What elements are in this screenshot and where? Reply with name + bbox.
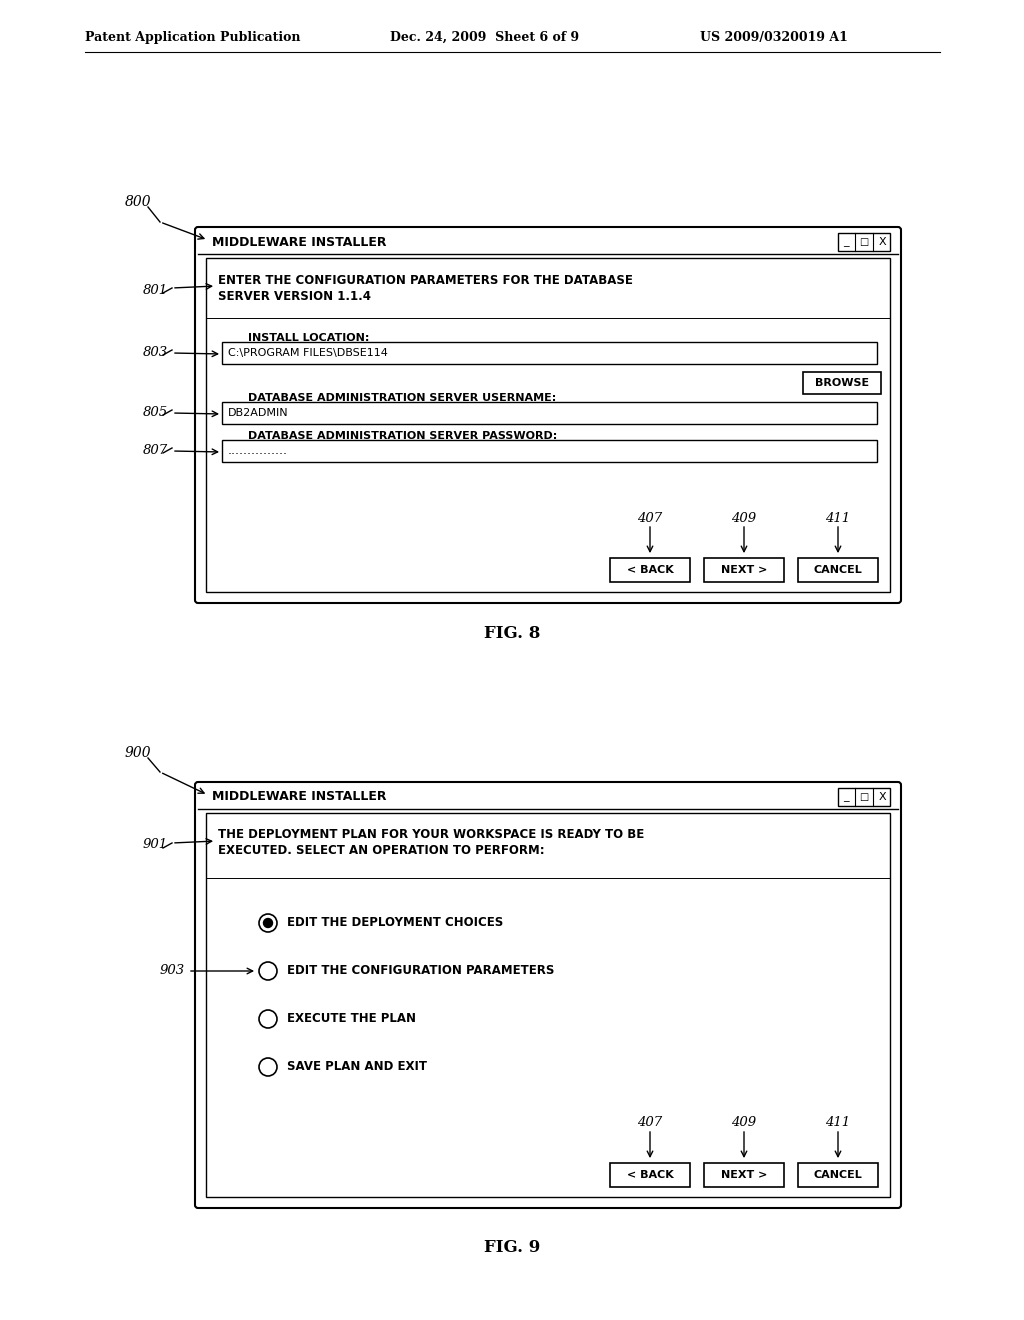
Text: 903: 903 (160, 965, 185, 978)
Bar (222, 342, 877, 364)
Circle shape (263, 919, 272, 928)
Text: US 2009/0320019 A1: US 2009/0320019 A1 (700, 30, 848, 44)
Text: DB2ADMIN: DB2ADMIN (228, 408, 289, 418)
Text: 800: 800 (125, 195, 152, 209)
Text: SERVER VERSION 1.1.4: SERVER VERSION 1.1.4 (218, 289, 371, 302)
Text: 900: 900 (125, 746, 152, 760)
Text: 803: 803 (142, 346, 168, 359)
Bar (206, 813, 890, 1197)
Text: FIG. 8: FIG. 8 (483, 626, 541, 643)
Text: ...............: ............... (228, 445, 288, 458)
Bar (610, 558, 690, 582)
Text: 407: 407 (637, 1117, 663, 1130)
Text: EXECUTED. SELECT AN OPERATION TO PERFORM:: EXECUTED. SELECT AN OPERATION TO PERFORM… (218, 845, 545, 858)
Bar (206, 257, 890, 591)
Text: X: X (879, 238, 886, 247)
Text: EDIT THE CONFIGURATION PARAMETERS: EDIT THE CONFIGURATION PARAMETERS (287, 965, 554, 978)
Text: INSTALL LOCATION:: INSTALL LOCATION: (248, 333, 370, 343)
Bar (798, 1163, 878, 1187)
Text: 409: 409 (731, 1117, 757, 1130)
Text: Dec. 24, 2009  Sheet 6 of 9: Dec. 24, 2009 Sheet 6 of 9 (390, 30, 580, 44)
Text: 807: 807 (142, 444, 168, 457)
Text: NEXT >: NEXT > (721, 565, 767, 576)
Bar (838, 234, 890, 251)
Text: BROWSE: BROWSE (815, 378, 869, 388)
Text: CANCEL: CANCEL (814, 565, 862, 576)
Bar (705, 558, 784, 582)
Text: 901: 901 (142, 838, 168, 851)
Text: □: □ (859, 792, 868, 803)
Text: _: _ (843, 238, 849, 247)
Text: Patent Application Publication: Patent Application Publication (85, 30, 300, 44)
Text: 411: 411 (825, 511, 851, 524)
Text: < BACK: < BACK (627, 1170, 674, 1180)
Text: DATABASE ADMINISTRATION SERVER PASSWORD:: DATABASE ADMINISTRATION SERVER PASSWORD: (248, 432, 557, 441)
Text: MIDDLEWARE INSTALLER: MIDDLEWARE INSTALLER (212, 791, 386, 804)
Bar (610, 1163, 690, 1187)
Text: DATABASE ADMINISTRATION SERVER USERNAME:: DATABASE ADMINISTRATION SERVER USERNAME: (248, 393, 556, 403)
Bar (803, 372, 881, 393)
Text: _: _ (843, 792, 849, 803)
Bar (798, 558, 878, 582)
Text: 801: 801 (142, 284, 168, 297)
Text: 409: 409 (731, 511, 757, 524)
Text: SAVE PLAN AND EXIT: SAVE PLAN AND EXIT (287, 1060, 427, 1073)
Text: □: □ (859, 238, 868, 247)
Bar (222, 440, 877, 462)
FancyBboxPatch shape (195, 781, 901, 1208)
FancyBboxPatch shape (195, 227, 901, 603)
Bar (838, 788, 890, 807)
Text: 411: 411 (825, 1117, 851, 1130)
Text: X: X (879, 792, 886, 803)
Text: EDIT THE DEPLOYMENT CHOICES: EDIT THE DEPLOYMENT CHOICES (287, 916, 503, 929)
Text: C:\PROGRAM FILES\DBSE114: C:\PROGRAM FILES\DBSE114 (228, 348, 388, 358)
Text: THE DEPLOYMENT PLAN FOR YOUR WORKSPACE IS READY TO BE: THE DEPLOYMENT PLAN FOR YOUR WORKSPACE I… (218, 829, 644, 842)
Text: NEXT >: NEXT > (721, 1170, 767, 1180)
Bar (705, 1163, 784, 1187)
Text: CANCEL: CANCEL (814, 1170, 862, 1180)
Text: 407: 407 (637, 511, 663, 524)
Bar (222, 403, 877, 424)
Text: EXECUTE THE PLAN: EXECUTE THE PLAN (287, 1012, 416, 1026)
Text: < BACK: < BACK (627, 565, 674, 576)
Text: 805: 805 (142, 405, 168, 418)
Text: ENTER THE CONFIGURATION PARAMETERS FOR THE DATABASE: ENTER THE CONFIGURATION PARAMETERS FOR T… (218, 273, 633, 286)
Text: MIDDLEWARE INSTALLER: MIDDLEWARE INSTALLER (212, 235, 386, 248)
Text: FIG. 9: FIG. 9 (484, 1239, 540, 1257)
